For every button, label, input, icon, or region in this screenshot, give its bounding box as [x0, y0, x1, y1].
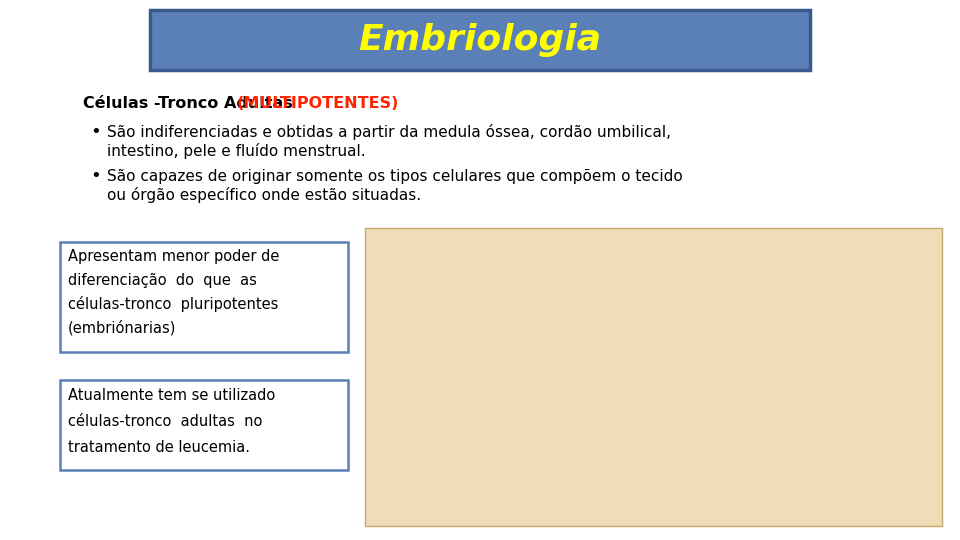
Text: (embriónarias): (embriónarias): [68, 320, 177, 336]
FancyBboxPatch shape: [365, 228, 942, 526]
Text: Embriologia: Embriologia: [358, 23, 602, 57]
Text: •: •: [90, 167, 101, 185]
Text: Células -Tronco Adultas: Células -Tronco Adultas: [83, 96, 299, 111]
Text: (MULTIPOTENTES): (MULTIPOTENTES): [236, 96, 399, 111]
Text: ou órgão específico onde estão situadas.: ou órgão específico onde estão situadas.: [107, 187, 421, 203]
Text: •: •: [90, 123, 101, 141]
Text: células-tronco  adultas  no: células-tronco adultas no: [68, 415, 262, 429]
FancyBboxPatch shape: [60, 242, 348, 352]
FancyBboxPatch shape: [150, 10, 810, 70]
Text: Atualmente tem se utilizado: Atualmente tem se utilizado: [68, 388, 276, 403]
Text: São indiferenciadas e obtidas a partir da medula óssea, cordão umbilical,: São indiferenciadas e obtidas a partir d…: [107, 124, 671, 140]
Text: células-tronco  pluripotentes: células-tronco pluripotentes: [68, 296, 278, 312]
Text: diferenciação  do  que  as: diferenciação do que as: [68, 273, 257, 287]
Text: intestino, pele e fluído menstrual.: intestino, pele e fluído menstrual.: [107, 143, 366, 159]
Text: tratamento de leucemia.: tratamento de leucemia.: [68, 441, 250, 456]
Text: Apresentam menor poder de: Apresentam menor poder de: [68, 248, 279, 264]
Text: São capazes de originar somente os tipos celulares que compõem o tecido: São capazes de originar somente os tipos…: [107, 168, 683, 184]
FancyBboxPatch shape: [60, 380, 348, 470]
